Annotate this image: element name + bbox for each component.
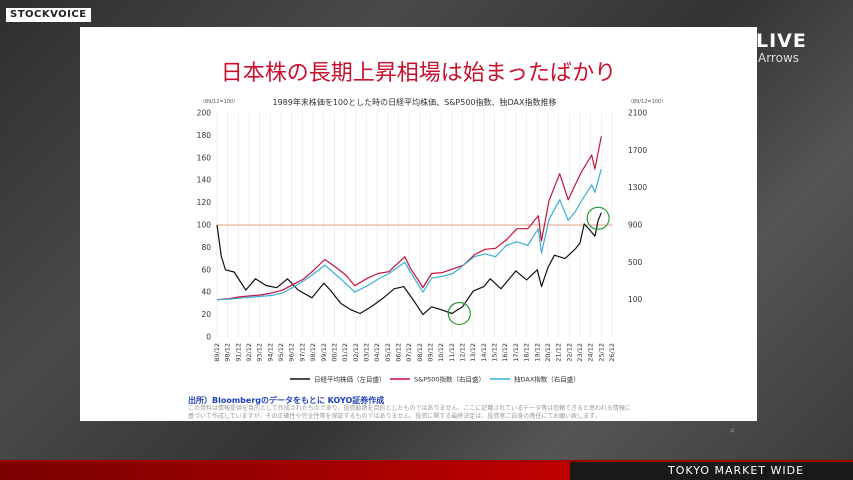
x-tick-label: 94/12 xyxy=(266,343,274,362)
x-tick-label: 12/12 xyxy=(459,343,467,362)
x-tick-label: 02/12 xyxy=(352,343,360,362)
y-tick-left-label: 120 xyxy=(197,198,212,207)
x-tick-label: 08/12 xyxy=(416,343,424,362)
series-line-dax xyxy=(216,168,602,301)
legend-label: S&P500指数（右目盛） xyxy=(414,375,485,384)
y-axis-right-unit: （89/12=100） xyxy=(628,99,666,105)
y-tick-left-label: 80 xyxy=(201,243,211,252)
disclaimer-line-1: この資料は情報提供を目的として作成されたものであり、投資勧誘を目的としたものでは… xyxy=(188,405,631,412)
x-tick-label: 89/12 xyxy=(213,343,221,362)
x-tick-label: 24/12 xyxy=(587,343,595,362)
slide-title: 日本株の長期上昇相場は始まったばかり xyxy=(220,61,617,86)
y-tick-right-label: 1300 xyxy=(628,183,647,192)
arrows-logo: Arrows xyxy=(758,51,800,65)
y-axis-left-unit: （89/12=100） xyxy=(200,99,238,105)
annotation-circle-2 xyxy=(586,206,610,230)
x-tick-label: 21/12 xyxy=(555,343,563,362)
y-tick-right-label: 900 xyxy=(628,221,643,230)
x-tick-label: 95/12 xyxy=(277,343,285,362)
x-tick-label: 20/12 xyxy=(544,343,552,362)
x-tick-label: 15/12 xyxy=(491,343,499,362)
y-tick-right-label: 2100 xyxy=(628,109,647,118)
y-tick-left-label: 180 xyxy=(197,131,212,140)
legend-label: 独DAX指数（右目盛） xyxy=(514,375,580,384)
y-tick-left-label: 160 xyxy=(197,153,212,162)
y-tick-left-label: 0 xyxy=(206,333,211,342)
x-tick-label: 98/12 xyxy=(309,343,317,362)
x-tick-label: 01/12 xyxy=(341,343,349,362)
x-tick-label: 04/12 xyxy=(373,343,381,362)
y-tick-left-label: 20 xyxy=(201,310,211,319)
y-tick-left-label: 40 xyxy=(201,288,211,297)
x-tick-label: 99/12 xyxy=(320,343,328,362)
x-tick-label: 00/12 xyxy=(330,343,338,362)
x-tick-label: 03/12 xyxy=(362,343,370,362)
x-tick-label: 05/12 xyxy=(384,343,392,362)
x-tick-label: 14/12 xyxy=(480,343,488,362)
x-tick-label: 91/12 xyxy=(234,343,242,362)
footer-dark-bar xyxy=(570,462,853,480)
x-tick-label: 92/12 xyxy=(245,343,253,362)
page-number: 4 xyxy=(730,427,735,435)
x-tick-label: 06/12 xyxy=(394,343,402,362)
x-tick-label: 26/12 xyxy=(608,343,616,362)
x-tick-label: 22/12 xyxy=(565,343,573,362)
y-tick-left-label: 60 xyxy=(201,265,211,274)
x-tick-label: 23/12 xyxy=(576,343,584,362)
y-tick-left-label: 100 xyxy=(197,221,212,230)
x-tick-label: 13/12 xyxy=(469,343,477,362)
chart-title: 1989年末株価を100とした時の日経平均株価、S&P500指数、独DAX指数推… xyxy=(272,97,556,107)
series-line-sp500 xyxy=(216,136,602,301)
x-tick-label: 96/12 xyxy=(288,343,296,362)
y-tick-right-label: 100 xyxy=(628,295,643,304)
y-tick-right-label: 1700 xyxy=(628,146,647,155)
x-tick-label: 17/12 xyxy=(512,343,520,362)
legend-label: 日経平均株価（左目盛） xyxy=(314,375,386,384)
x-tick-label: 25/12 xyxy=(597,343,605,362)
x-tick-label: 09/12 xyxy=(427,343,435,362)
x-tick-label: 93/12 xyxy=(256,343,264,362)
source-note: 出所）Bloombergのデータをもとに KOYO証券作成 xyxy=(188,396,385,405)
x-tick-label: 16/12 xyxy=(501,343,509,362)
x-tick-label: 07/12 xyxy=(405,343,413,362)
y-tick-right-label: 500 xyxy=(628,258,643,267)
x-tick-label: 10/12 xyxy=(437,343,445,362)
stockvoice-logo: STOCKVOICE xyxy=(6,8,91,22)
line-chart: 1989年末株価を100とした時の日経平均株価、S&P500指数、独DAX指数推… xyxy=(197,97,666,384)
x-tick-label: 90/12 xyxy=(224,343,232,362)
live-logo: LIVE xyxy=(756,30,807,52)
footer-red-bar xyxy=(0,462,570,480)
disclaimer-line-2: 基づいて作成していますが、その正確性や完全性等を保証するものではありません。投資… xyxy=(188,413,601,420)
x-tick-label: 19/12 xyxy=(533,343,541,362)
x-tick-label: 11/12 xyxy=(448,343,456,362)
market-label: TOKYO MARKET WIDE xyxy=(668,464,805,477)
x-tick-label: 18/12 xyxy=(523,343,531,362)
presentation-slide: 日本株の長期上昇相場は始まったばかり 1989年末株価を100とした時の日経平均… xyxy=(80,27,757,435)
y-tick-left-label: 140 xyxy=(197,176,212,185)
y-tick-left-label: 200 xyxy=(197,109,212,118)
annotation-circle-1 xyxy=(447,301,471,326)
series-line-nikkei xyxy=(216,212,602,316)
x-tick-label: 97/12 xyxy=(298,343,306,362)
footer-divider xyxy=(0,460,853,462)
